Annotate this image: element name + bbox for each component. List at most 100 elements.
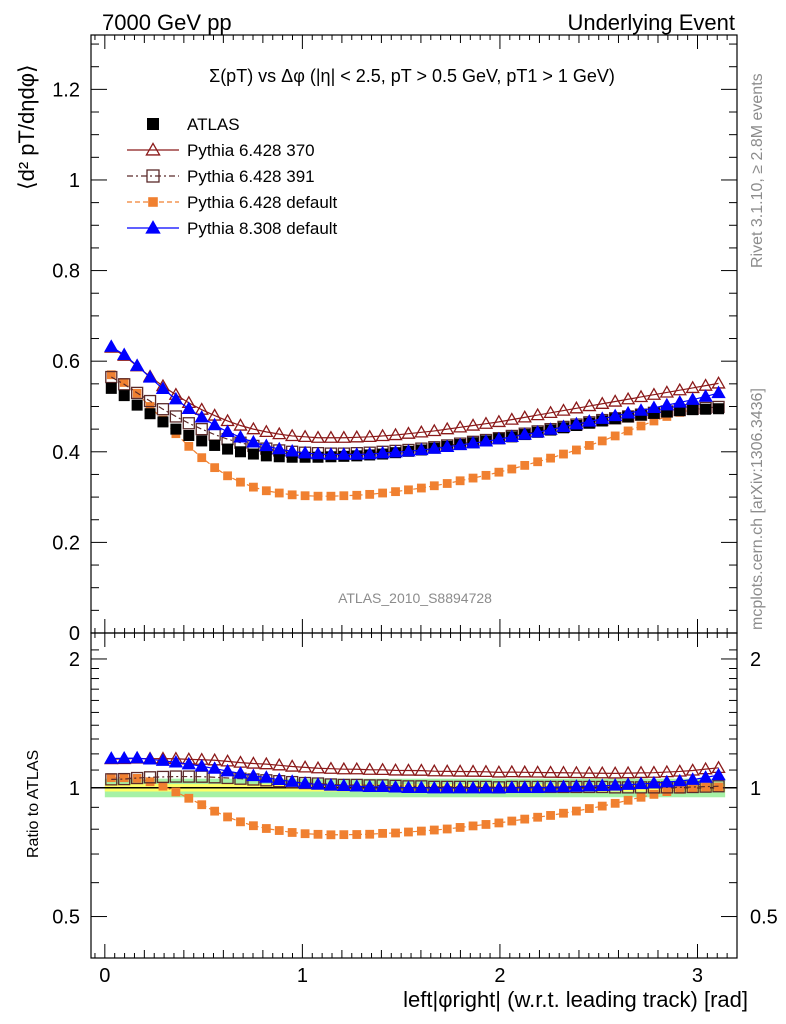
data-point <box>286 451 298 463</box>
data-point <box>273 451 285 463</box>
ratio-point <box>543 765 558 778</box>
data-point <box>157 416 169 428</box>
ratio-point <box>659 774 675 788</box>
data-point <box>698 389 713 402</box>
y-axis-title-ratio: Ratio to ATLAS <box>25 750 42 858</box>
ratio-point <box>272 772 287 785</box>
ratio-point <box>130 771 144 785</box>
ratio-point <box>416 826 426 836</box>
ratio-point <box>326 830 336 840</box>
data-point <box>181 401 196 414</box>
ratio-point <box>104 751 119 764</box>
data-point <box>659 397 675 411</box>
ratio-point <box>233 766 248 779</box>
data-point <box>582 414 597 427</box>
ratio-point <box>401 780 416 793</box>
series-line <box>110 376 719 455</box>
data-point <box>633 389 649 403</box>
ratio-point <box>649 789 659 799</box>
data-point <box>582 398 597 412</box>
ratio-point <box>339 830 349 840</box>
data-point <box>517 409 532 423</box>
data-point <box>533 457 543 467</box>
data-point <box>520 460 530 470</box>
data-point <box>349 447 364 460</box>
ratio-point <box>220 763 235 777</box>
ratio-point <box>375 779 390 793</box>
ratio-point <box>129 750 145 764</box>
ratio-point <box>685 772 700 785</box>
data-point <box>391 487 400 497</box>
ratio-point <box>414 780 429 793</box>
legend-label: Pythia 6.428 391 <box>187 167 315 186</box>
ratio-point <box>688 783 698 793</box>
chart-title: Σ(pT) vs Δφ (|η| < 2.5, pT > 0.5 GeV, pT… <box>209 66 615 86</box>
data-point <box>687 404 699 416</box>
data-point <box>297 429 313 443</box>
ratio-point <box>284 774 300 787</box>
x-tick-label: 1 <box>297 965 308 987</box>
data-point <box>194 409 209 423</box>
data-point <box>362 446 377 460</box>
ratio-point <box>504 764 519 778</box>
ratio-point <box>207 761 222 774</box>
ratio-point <box>714 782 723 792</box>
ratio-point <box>595 778 610 791</box>
data-point <box>646 400 662 414</box>
ratio-point <box>440 764 455 777</box>
data-point <box>261 486 271 496</box>
data-point <box>339 491 349 501</box>
ratio-point <box>672 773 687 787</box>
data-point <box>259 438 274 452</box>
data-point <box>105 382 117 394</box>
data-point <box>246 421 261 435</box>
ratio-point <box>236 817 245 827</box>
x-tick-label: 3 <box>692 965 703 987</box>
x-axis-title: left|φright| (w.r.t. leading track) [rad… <box>403 987 748 1012</box>
ratio-point <box>401 763 416 776</box>
data-point <box>284 428 300 442</box>
ratio-point <box>336 778 352 792</box>
ratio-point <box>530 765 545 778</box>
data-point <box>336 447 352 460</box>
ratio-point <box>607 778 623 791</box>
ratio-point <box>452 780 468 794</box>
ratio-y-tick-label: 1 <box>69 778 80 800</box>
x-tick-label: 0 <box>99 965 110 987</box>
data-point <box>556 419 571 433</box>
data-point <box>234 446 246 458</box>
main-series <box>104 339 726 501</box>
ratio-point <box>362 762 377 775</box>
ratio-point <box>440 780 455 794</box>
ratio-point <box>349 778 364 792</box>
data-point <box>672 395 687 408</box>
ratio-point <box>530 780 545 793</box>
data-point <box>310 430 326 443</box>
ratio-point <box>507 816 517 826</box>
data-point <box>452 437 468 451</box>
ratio-point <box>414 763 429 776</box>
ratio-point <box>533 812 543 822</box>
data-point <box>155 381 171 395</box>
ratio-point <box>349 761 364 775</box>
ratio-point <box>465 764 481 777</box>
ratio-point <box>272 757 287 771</box>
ratio-point <box>274 826 284 835</box>
data-point <box>313 491 323 501</box>
data-point <box>260 450 272 462</box>
data-point <box>427 423 442 437</box>
data-point <box>249 482 258 492</box>
y-tick-label: 1 <box>69 170 80 192</box>
ratio-point <box>118 772 131 786</box>
data-point <box>274 488 284 498</box>
data-point <box>559 449 568 459</box>
ratio-point <box>246 756 261 769</box>
data-point <box>556 403 571 416</box>
legend-label: Pythia 6.428 370 <box>187 141 315 160</box>
data-point <box>569 400 584 414</box>
data-point <box>362 429 377 443</box>
data-point <box>494 467 504 477</box>
data-point <box>323 447 339 460</box>
data-point <box>287 490 297 500</box>
